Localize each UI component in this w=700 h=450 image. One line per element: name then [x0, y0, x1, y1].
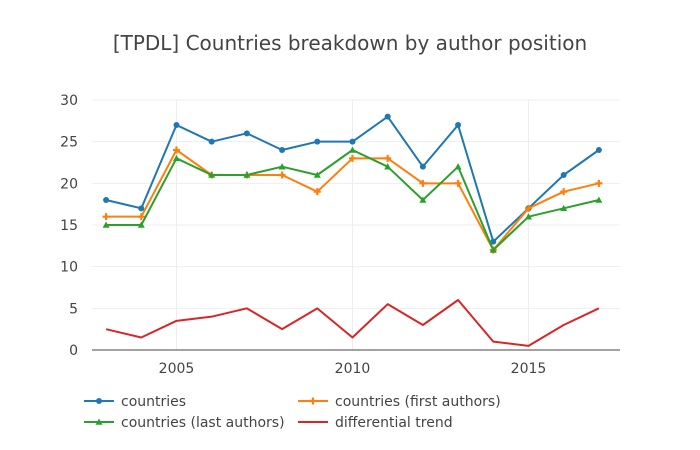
data-point	[560, 204, 568, 212]
data-point	[172, 154, 180, 162]
grid	[92, 99, 620, 350]
data-point	[208, 138, 215, 145]
y-tick-label: 15	[60, 218, 78, 234]
data-point	[595, 147, 602, 153]
legend-label: differential trend	[335, 415, 453, 431]
x-tick-label: 2015	[511, 361, 547, 377]
data-point	[454, 179, 462, 187]
data-point	[595, 196, 603, 203]
data-point	[138, 205, 145, 212]
legend-marker	[309, 397, 317, 405]
data-point	[243, 171, 251, 178]
legend-label: countries	[121, 394, 186, 410]
data-point	[349, 138, 356, 145]
data-point	[208, 171, 216, 178]
data-point	[348, 146, 356, 153]
data-point	[278, 163, 286, 170]
data-point	[524, 204, 532, 212]
data-point	[419, 179, 427, 187]
data-point	[172, 146, 180, 154]
y-tick-label: 10	[60, 260, 78, 276]
data-point	[419, 196, 427, 203]
data-point	[524, 213, 532, 220]
data-point	[103, 197, 110, 203]
data-point	[102, 213, 110, 221]
data-point	[384, 163, 392, 170]
x-tick-label: 2010	[335, 361, 371, 377]
data-point	[314, 138, 321, 145]
data-point	[455, 122, 462, 128]
y-tick-label: 30	[60, 93, 78, 109]
y-tick-label: 25	[60, 135, 78, 151]
y-tick-label: 0	[69, 343, 78, 359]
data-point	[137, 221, 145, 228]
legend-item-countries-last-authors[interactable]: countries (last authors)	[84, 415, 285, 431]
legend: countries countries (first authors) countr…	[84, 394, 501, 431]
data-point	[173, 122, 180, 128]
x-tick-label: 2005	[159, 361, 195, 377]
legend-label: countries (first authors)	[335, 394, 501, 410]
data-point	[490, 238, 497, 245]
legend-marker	[96, 398, 102, 404]
y-tick-label: 20	[60, 176, 78, 192]
series-line	[105, 299, 600, 347]
data-point	[313, 171, 321, 178]
data-point	[560, 188, 568, 196]
legend-item-countries-first-authors[interactable]: countries (first authors)	[298, 394, 501, 410]
legend-label: countries (last authors)	[121, 415, 285, 431]
axes: 0 5 10 15 20 25 30 2005 2010 2015	[60, 93, 620, 377]
data-point	[279, 147, 286, 153]
data-point	[384, 113, 391, 120]
legend-marker	[95, 418, 103, 425]
data-point	[419, 163, 426, 170]
data-point	[560, 172, 567, 178]
data-point	[489, 246, 497, 253]
data-point	[243, 130, 250, 137]
chart-title: [TPDL] Countries breakdown by author pos…	[113, 31, 587, 55]
data-point	[313, 188, 321, 196]
data-point	[278, 171, 286, 179]
plot-area	[102, 113, 603, 347]
legend-item-countries[interactable]: countries	[84, 394, 186, 410]
data-point	[454, 163, 462, 170]
data-point	[384, 154, 392, 162]
data-point	[595, 179, 603, 187]
data-point	[348, 154, 356, 162]
series-countries	[103, 113, 602, 245]
data-point	[102, 221, 110, 228]
data-point	[137, 213, 145, 221]
series-countries-last-authors	[102, 146, 603, 253]
y-tick-label: 5	[69, 301, 78, 317]
series-differential-trend	[105, 299, 600, 347]
legend-item-differential-trend[interactable]: differential trend	[298, 415, 453, 431]
